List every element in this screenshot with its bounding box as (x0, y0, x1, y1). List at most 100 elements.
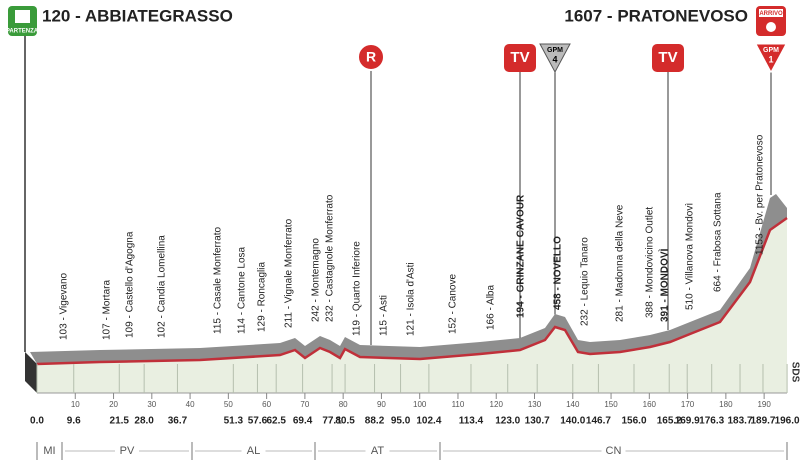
start-badge: PARTENZA (6, 29, 39, 35)
flag (15, 10, 30, 23)
gpm-category: 1 (768, 54, 773, 64)
km-mark-label: 140.0 (560, 416, 585, 427)
place-label: 232 - Castagnole Monferrato (325, 194, 336, 322)
gpm-icon (539, 43, 571, 74)
place-label: 121 - Isola d'Asti (406, 262, 417, 336)
km-mark-label: 123.0 (495, 416, 520, 427)
place-label: 388 - Mondovicino Outlet (645, 207, 656, 318)
province-bg (37, 444, 62, 458)
province-label: PV (120, 445, 135, 457)
km-axis-label: 20 (109, 400, 118, 409)
gpm-icon (755, 43, 787, 74)
province-bg (365, 444, 390, 458)
badge-bg (759, 9, 783, 17)
profile-front (25, 352, 37, 393)
km-axis-label: 190 (757, 400, 771, 409)
km-axis-label: 30 (147, 400, 156, 409)
km-axis-label: 10 (71, 400, 80, 409)
km-mark-label: 88.2 (365, 416, 385, 427)
finish-title: 1607 - PRATONEVOSO (564, 6, 748, 25)
gpm-category: 4 (552, 54, 557, 64)
km-axis-label: 120 (490, 400, 504, 409)
km-axis-label: 160 (643, 400, 657, 409)
place-label: 510 - Villanova Mondovì (685, 203, 696, 310)
km-axis-label: 110 (452, 400, 465, 409)
km-mark-label: 57.6 (248, 416, 268, 427)
km-mark-label: 169.9 (675, 416, 700, 427)
province-label: AT (371, 445, 385, 457)
place-label: 458 - NOVELLO (553, 236, 564, 310)
tv-icon (504, 44, 536, 72)
place-label: 119 - Quarto Inferiore (352, 241, 363, 336)
km-mark-label: 176.3 (699, 416, 724, 427)
profile-line (36, 216, 788, 366)
km-mark-label: 69.4 (293, 416, 313, 427)
place-label: 1153 - Bv. per Pratonevoso (755, 134, 766, 255)
km-axis-label: 70 (300, 400, 309, 409)
km-mark-label: 146.7 (586, 416, 611, 427)
km-mark-label: 21.5 (110, 416, 130, 427)
sprint-icon (357, 43, 385, 71)
km-axis-label: 150 (604, 400, 618, 409)
place-label: 166 - Alba (486, 285, 497, 330)
km-axis-label: 100 (413, 400, 427, 409)
place-label: 664 - Frabosa Sottana (713, 192, 724, 292)
km-mark-label: 102.4 (416, 416, 441, 427)
province-label: MI (43, 445, 55, 457)
km-mark-label: 130.7 (525, 416, 550, 427)
km-axis-label: 80 (339, 400, 348, 409)
place-label: 129 - Roncaglia (257, 262, 268, 332)
place-label: 232 - Lequio Tanaro (580, 237, 591, 326)
km-mark-label: 196.0 (775, 416, 800, 427)
place-label: 109 - Castello d'Agogna (125, 231, 136, 338)
start-title: 120 - ABBIATEGRASSO (42, 6, 233, 25)
km-axis-label: 60 (262, 400, 271, 409)
sprint-label: R (366, 49, 376, 65)
gpm-label: GPM (547, 47, 563, 54)
province-label: CN (606, 445, 622, 457)
tv-label: TV (510, 49, 529, 66)
gpm-label: GPM (763, 47, 779, 54)
km-mark-label: 113.4 (459, 416, 484, 427)
place-label: 281 - Madonna della Neve (615, 204, 626, 322)
km-mark-label: 0.0 (30, 416, 44, 427)
km-mark-label: 9.6 (67, 416, 81, 427)
km-axis-label: 170 (681, 400, 695, 409)
finish-badge: ARRIVO (759, 11, 783, 17)
province-bg (601, 444, 626, 458)
tv-label: TV (658, 49, 677, 66)
km-mark-label: 36.7 (168, 416, 188, 427)
km-mark-label: 165.2 (657, 416, 682, 427)
place-label: 152 - Canove (448, 274, 459, 334)
tv-icon (652, 44, 684, 72)
place-label: 194 - GRINZANE CAVOUR (516, 194, 527, 318)
km-axis-label: 140 (566, 400, 580, 409)
place-label: 211 - Vignale Monferrato (284, 218, 295, 328)
km-mark-label: 156.0 (621, 416, 646, 427)
km-mark-label: 62.5 (266, 416, 286, 427)
place-label: 102 - Candia Lomellina (157, 235, 168, 338)
place-label: 114 - Cantone Losa (237, 246, 248, 334)
km-mark-label: 189.7 (750, 416, 775, 427)
finish-dot (766, 22, 776, 32)
km-axis-label: 90 (377, 400, 386, 409)
province-label: AL (247, 445, 260, 457)
place-label: 115 - Asti (379, 295, 390, 336)
km-axis-label: 50 (224, 400, 233, 409)
credit: SDS (789, 362, 800, 383)
km-mark-label: 95.0 (391, 416, 411, 427)
place-label: 107 - Mortara (102, 280, 113, 340)
place-label: 391 - MONDOVÌ (658, 248, 671, 322)
place-label: 242 - Montemagno (311, 238, 322, 322)
province-bg (115, 444, 139, 458)
km-axis-label: 40 (186, 400, 195, 409)
km-axis-label: 130 (528, 400, 542, 409)
km-mark-label: 28.0 (134, 416, 154, 427)
km-mark-label: 77.1 (322, 416, 342, 427)
km-mark-label: 80.5 (335, 416, 355, 427)
km-mark-label: 183.7 (728, 416, 753, 427)
km-axis-label: 180 (719, 400, 733, 409)
place-label: 103 - Vigevano (59, 272, 70, 340)
province-bg (241, 444, 266, 458)
